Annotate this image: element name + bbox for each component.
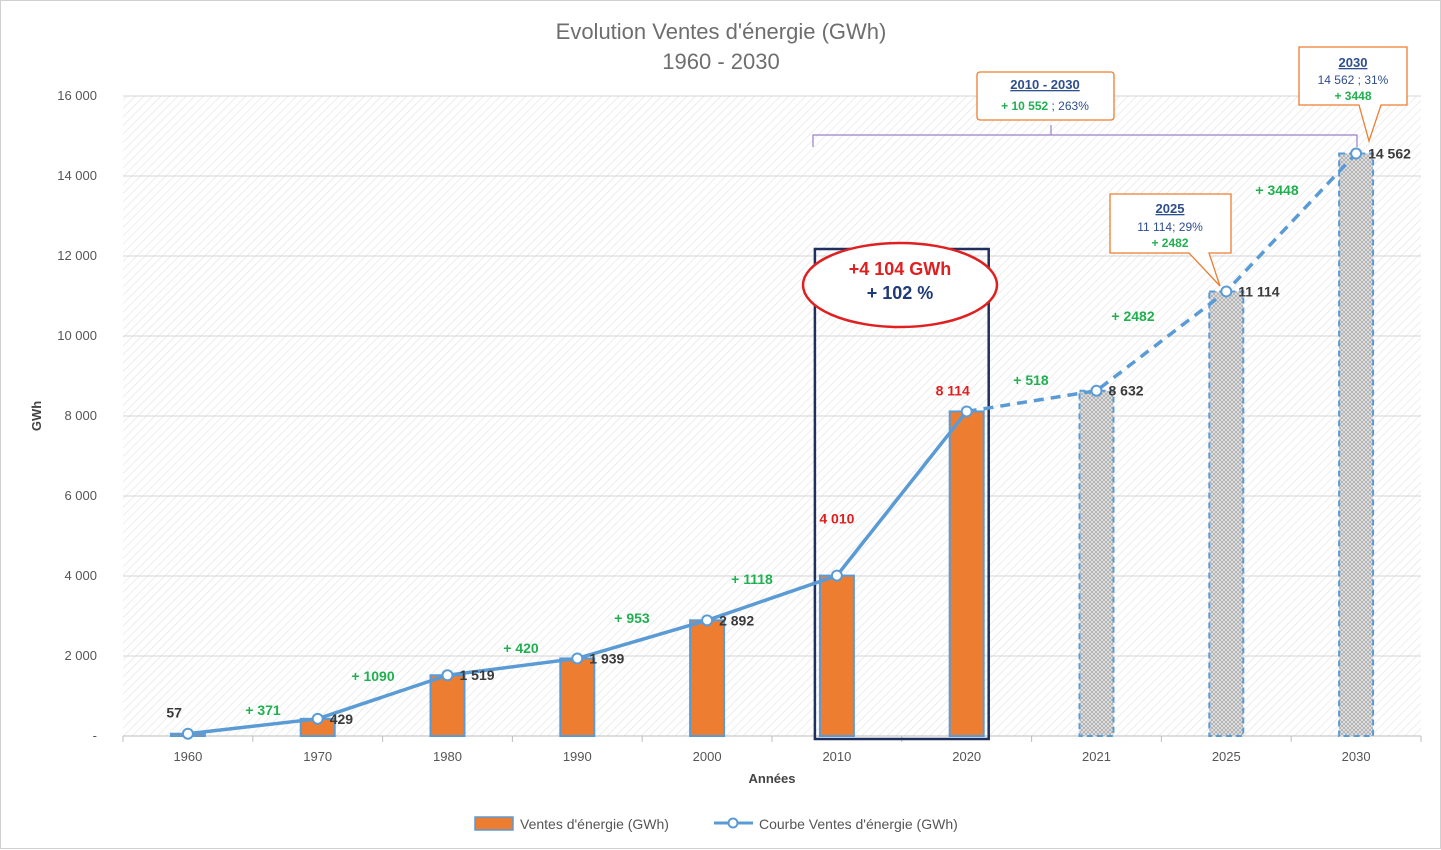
x-tick-label: 2010	[822, 749, 851, 764]
bar-projected	[1078, 389, 1115, 737]
y-tick-label: 12 000	[57, 248, 97, 263]
callout-value: 14 562 ; 31%	[1318, 73, 1389, 87]
x-tick-label: 2025	[1212, 749, 1241, 764]
legend-line-label: Courbe Ventes d'énergie (GWh)	[759, 816, 958, 832]
x-axis: 1960 1970 1980 1990 2000 2010 2020 2021 2025 2030	[122, 736, 1422, 764]
bars	[169, 152, 1375, 738]
value-label: 8 632	[1109, 383, 1144, 399]
y-tick-label: -	[93, 728, 97, 743]
highlight-ellipse	[801, 241, 999, 329]
y-tick-label: 8 000	[64, 408, 97, 423]
bar-projected	[1208, 290, 1245, 737]
curve-point	[441, 669, 454, 682]
delta-labels: + 371 + 1090 + 420 + 953 + 1118 + 518 + 2482 + …	[245, 182, 1299, 718]
sales-curve	[181, 147, 1363, 740]
x-tick-label: 1960	[173, 749, 202, 764]
delta-label: + 1118	[731, 571, 773, 587]
curve-point	[311, 712, 324, 725]
curve-projected	[966, 152, 1358, 414]
y-tick-label: 16 000	[57, 88, 97, 103]
range-bracket	[812, 125, 1358, 147]
highlight-percent: + 102 %	[867, 283, 934, 303]
bar-projected	[1338, 152, 1375, 737]
callout-title: 2010 - 2030	[1010, 77, 1079, 92]
x-tick-label: 2020	[952, 749, 981, 764]
delta-label: + 3448	[1255, 182, 1298, 198]
x-tick-label: 1970	[303, 749, 332, 764]
delta-label: + 2482	[1111, 308, 1154, 324]
legend-bar-swatch	[474, 816, 514, 831]
delta-label: + 518	[1013, 372, 1049, 388]
bar	[429, 674, 466, 737]
value-label: 57	[166, 705, 182, 721]
bar	[818, 574, 855, 737]
curve-point	[1220, 285, 1233, 298]
callout-gain: + 2482	[1151, 236, 1188, 250]
y-tick-label: 10 000	[57, 328, 97, 343]
curve-point	[571, 652, 584, 665]
x-tick-label: 2030	[1342, 749, 1371, 764]
callout-2010-2030	[976, 71, 1115, 121]
value-label: 11 114	[1238, 283, 1279, 299]
x-axis-title: Années	[749, 771, 796, 786]
legend: Ventes d'énergie (GWh) Courbe Ventes d'én…	[474, 816, 958, 832]
delta-label: + 953	[614, 610, 650, 626]
y-tick-label: 14 000	[57, 168, 97, 183]
curve-point	[1350, 147, 1363, 160]
y-tick-label: 4 000	[64, 568, 97, 583]
curve-point	[1090, 384, 1103, 397]
value-labels: 57 429 1 519 1 939 2 892 4 010 8 114 8 632 11 11…	[166, 146, 1411, 727]
callout-title: 2025	[1156, 201, 1185, 216]
callout-value: 11 114; 29%	[1137, 220, 1203, 234]
bar	[689, 619, 726, 738]
highlight-gwh: +4 104 GWh	[849, 259, 952, 279]
callout-2025	[1109, 193, 1232, 287]
callout-2030	[1298, 46, 1408, 144]
value-label: 4 010	[819, 511, 854, 527]
callout-gain: + 3448	[1334, 89, 1371, 103]
x-tick-label: 1990	[563, 749, 592, 764]
value-label: 429	[330, 711, 354, 727]
x-tick-label: 2021	[1082, 749, 1111, 764]
value-label: 1 939	[589, 650, 624, 666]
y-axis: - 2 000 4 000 6 000 8 000 10 000 12 000 14 000 1…	[57, 88, 97, 743]
legend-bar-label: Ventes d'énergie (GWh)	[520, 816, 669, 832]
x-tick-label: 2000	[693, 749, 722, 764]
callout-title: 2030	[1339, 55, 1368, 70]
annotations: 2010 - 2030 + 10 552 ; 263% 2025 11 114; 29…	[812, 46, 1408, 287]
value-label: 1 519	[460, 667, 495, 683]
curve-point	[830, 569, 843, 582]
callout-percent: ; 263%	[1048, 99, 1089, 113]
curve-point	[181, 727, 194, 740]
bar	[948, 410, 985, 737]
y-tick-label: 6 000	[64, 488, 97, 503]
chart-title: Evolution Ventes d'énergie (GWh)	[556, 19, 887, 44]
value-label: 2 892	[719, 612, 754, 628]
bar	[559, 657, 596, 737]
y-axis-title: GWh	[29, 401, 44, 431]
value-label: 8 114	[936, 382, 970, 398]
chart-subtitle: 1960 - 2030	[662, 49, 779, 74]
callout-value: + 10 552 ; 263%	[1001, 99, 1089, 113]
delta-label: + 371	[245, 702, 281, 718]
legend-line-marker	[727, 817, 739, 829]
y-tick-label: 2 000	[64, 648, 97, 663]
callout-gain: + 10 552	[1001, 99, 1048, 113]
curve-point	[701, 614, 714, 627]
curve-point	[960, 405, 973, 418]
delta-label: + 1090	[351, 668, 394, 684]
delta-label: + 420	[503, 640, 539, 656]
highlight-box: +4 104 GWh + 102 %	[801, 241, 999, 741]
x-tick-label: 1980	[433, 749, 462, 764]
value-label: 14 562	[1368, 146, 1411, 162]
